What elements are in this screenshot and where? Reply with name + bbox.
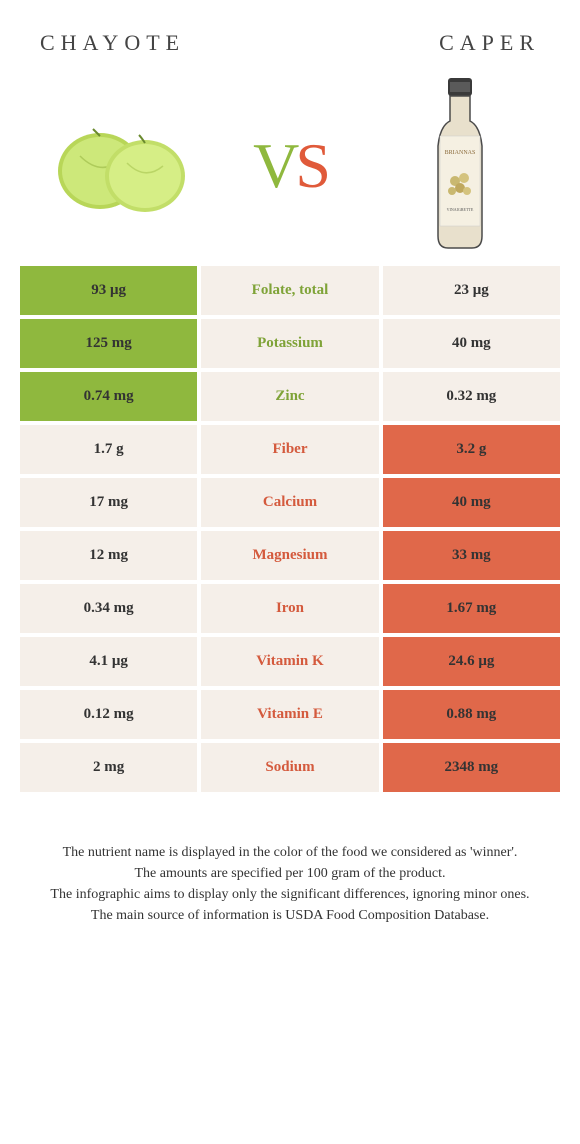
vs-v-letter: V bbox=[253, 130, 295, 201]
nutrient-left-value: 125 mg bbox=[20, 319, 197, 368]
nutrient-name: Folate, total bbox=[201, 266, 378, 315]
nutrient-right-value: 33 mg bbox=[383, 531, 560, 580]
nutrient-right-value: 1.67 mg bbox=[383, 584, 560, 633]
nutrient-name: Zinc bbox=[201, 372, 378, 421]
nutrient-right-value: 40 mg bbox=[383, 478, 560, 527]
footnote-line: The infographic aims to display only the… bbox=[30, 884, 550, 905]
nutrient-name: Potassium bbox=[201, 319, 378, 368]
nutrient-right-value: 23 μg bbox=[383, 266, 560, 315]
nutrient-left-value: 0.74 mg bbox=[20, 372, 197, 421]
nutrient-name: Sodium bbox=[201, 743, 378, 792]
nutrient-name: Magnesium bbox=[201, 531, 378, 580]
nutrient-comparison-table: 93 μgFolate, total23 μg125 mgPotassium40… bbox=[20, 266, 560, 792]
footnote-line: The nutrient name is displayed in the co… bbox=[30, 842, 550, 863]
nutrient-left-value: 0.12 mg bbox=[20, 690, 197, 739]
nutrient-name: Vitamin E bbox=[201, 690, 378, 739]
chayote-image bbox=[40, 96, 200, 236]
svg-text:BRIANNAS: BRIANNAS bbox=[445, 150, 476, 156]
vs-label: VS bbox=[253, 129, 327, 203]
nutrient-name: Iron bbox=[201, 584, 378, 633]
images-row: VS BRIANNAS VINAIGRETTE bbox=[20, 76, 560, 266]
nutrient-name: Calcium bbox=[201, 478, 378, 527]
footnotes: The nutrient name is displayed in the co… bbox=[20, 822, 560, 946]
footnote-line: The amounts are specified per 100 gram o… bbox=[30, 863, 550, 884]
nutrient-left-value: 93 μg bbox=[20, 266, 197, 315]
nutrient-name: Fiber bbox=[201, 425, 378, 474]
nutrient-name: Vitamin K bbox=[201, 637, 378, 686]
nutrient-right-value: 3.2 g bbox=[383, 425, 560, 474]
header-titles: CHAYOTE CAPER bbox=[20, 20, 560, 76]
nutrient-left-value: 2 mg bbox=[20, 743, 197, 792]
nutrient-right-value: 0.88 mg bbox=[383, 690, 560, 739]
nutrient-left-value: 17 mg bbox=[20, 478, 197, 527]
svg-text:VINAIGRETTE: VINAIGRETTE bbox=[447, 207, 474, 212]
left-food-title: CHAYOTE bbox=[40, 30, 185, 56]
nutrient-right-value: 24.6 μg bbox=[383, 637, 560, 686]
nutrient-left-value: 4.1 μg bbox=[20, 637, 197, 686]
caper-bottle-image: BRIANNAS VINAIGRETTE bbox=[380, 96, 540, 236]
nutrient-right-value: 2348 mg bbox=[383, 743, 560, 792]
nutrient-left-value: 1.7 g bbox=[20, 425, 197, 474]
nutrient-right-value: 40 mg bbox=[383, 319, 560, 368]
nutrient-right-value: 0.32 mg bbox=[383, 372, 560, 421]
footnote-line: The main source of information is USDA F… bbox=[30, 905, 550, 926]
nutrient-left-value: 0.34 mg bbox=[20, 584, 197, 633]
nutrient-left-value: 12 mg bbox=[20, 531, 197, 580]
vs-s-letter: S bbox=[295, 130, 327, 201]
right-food-title: CAPER bbox=[439, 30, 540, 56]
